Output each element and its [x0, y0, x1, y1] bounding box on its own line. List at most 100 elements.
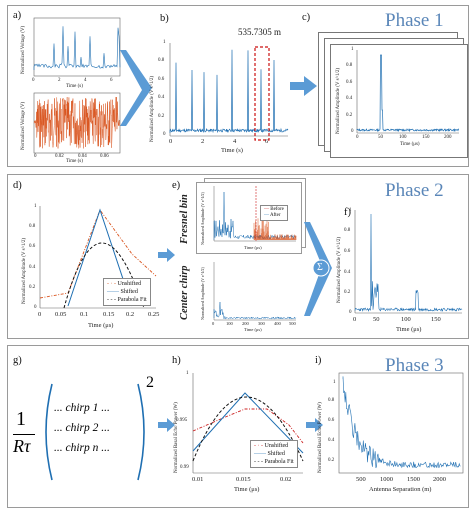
d-y5: 1 — [34, 204, 37, 209]
plot-e-top — [213, 186, 297, 242]
plot-i — [338, 372, 464, 474]
e-legend-after: — After — [264, 213, 281, 218]
phase1-title: Phase 1 — [385, 10, 444, 31]
d-x4: 0.2 — [126, 311, 135, 318]
b-y0: 0 — [163, 132, 166, 137]
e-bot-x0: 0 — [212, 321, 215, 326]
d-x5: 0.25 — [148, 311, 160, 318]
b-ylabel: Normalized Amplitude (V s^1/2) — [150, 76, 155, 142]
e-legend-before: — Before — [264, 207, 284, 212]
f-xlabel: Time (μs) — [396, 326, 422, 333]
b-xlabel: Time (s) — [221, 147, 243, 154]
h-y2: 1 — [186, 371, 189, 376]
i-x3: 2000 — [433, 476, 446, 483]
h-x1: 0.015 — [236, 476, 251, 483]
label-c: c) — [302, 12, 311, 23]
plot-c-front — [330, 44, 468, 158]
d-legend-shifted: —— Shifted — [107, 289, 138, 295]
d-series — [39, 208, 157, 309]
formula-row-2: ... chirp 2 ... — [54, 422, 110, 434]
c-x3: 150 — [422, 135, 430, 140]
plot-c — [356, 50, 460, 134]
d-ylabel: Normalized Amplitude (V s^1/2) — [22, 238, 27, 304]
f-x1: 50 — [373, 316, 380, 323]
e-top-x-label: Time (μs) — [244, 245, 262, 250]
e-bot-x5: 500 — [289, 321, 296, 326]
h-xlabel: Time (μs) — [234, 486, 260, 493]
f-y0: 0 — [349, 310, 352, 315]
i-y4: 1 — [333, 380, 336, 385]
c-y1: 0.2 — [346, 113, 353, 118]
f-y4: 0.8 — [344, 228, 351, 233]
fresnel-bin-label: Fresnel bin — [179, 194, 190, 244]
i-trace — [342, 376, 461, 469]
a-bot-x2: 0.04 — [78, 154, 87, 159]
label-d: d) — [13, 180, 22, 191]
b-highlight-box — [254, 46, 270, 141]
i-ylabel: Normalized Basal Echo Power (W) — [318, 402, 323, 473]
label-b: b) — [160, 13, 169, 24]
e-bot-x4: 400 — [274, 321, 281, 326]
formula-right-paren — [137, 383, 145, 481]
h-series — [192, 392, 304, 462]
c-xlabel: Time (μs) — [400, 142, 420, 147]
i-y0: 0.2 — [328, 458, 335, 463]
i-series — [342, 376, 461, 469]
sigma-symbol: Σ — [317, 262, 323, 273]
formula-row-3: ... chirp n ... — [54, 442, 110, 454]
f-ylabel: Normalized Amplitude (V s^1/2) — [337, 237, 342, 303]
label-e: e) — [172, 180, 181, 191]
i-y3: 0.8 — [328, 398, 335, 403]
plot-f — [354, 210, 463, 314]
arrow-d-to-e — [158, 248, 175, 262]
arrow-a-to-b — [120, 50, 152, 126]
arrow-sum — [304, 222, 332, 316]
d-xlabel: Time (μs) — [88, 322, 114, 329]
e-top-series — [213, 186, 297, 241]
a-top-x1: 2 — [58, 78, 61, 83]
d-legend: - · - Unshifted —— Shifted - - - Parabol… — [103, 278, 151, 306]
e-top-ylabel: Normalized Amplitude (V s^1/2) — [200, 192, 205, 245]
phase2-title: Phase 2 — [385, 180, 444, 201]
f-trace — [354, 213, 463, 312]
d-x3: 0.15 — [103, 311, 115, 318]
label-f: f) — [344, 207, 351, 218]
d-x0: 0 — [38, 311, 42, 318]
d-y2: 0.4 — [29, 265, 36, 270]
label-h: h) — [172, 355, 181, 366]
h-shifted — [192, 392, 304, 454]
h-y1: 0.995 — [176, 418, 188, 423]
b-y3: 0.6 — [158, 77, 165, 82]
c-y3: 0.6 — [346, 80, 353, 85]
a-top-trace — [33, 26, 121, 70]
a-bot-x0: 0 — [34, 154, 37, 159]
a-top-x2: 4 — [84, 78, 87, 83]
b-trace — [169, 49, 289, 134]
d-y0: 0 — [34, 305, 37, 310]
d-legend-parabola: - - - Parabola Fit — [107, 297, 147, 303]
d-x1: 0.05 — [55, 311, 67, 318]
f-y2: 0.4 — [344, 270, 351, 275]
b-x2: 4 — [233, 138, 237, 145]
b-x0: 0 — [169, 138, 173, 145]
h-ylabel: Normalized Basal Echo Power (W) — [174, 402, 179, 473]
c-trace — [356, 54, 460, 133]
h-x0: 0.01 — [192, 476, 204, 483]
a-bot-x1: 0.02 — [55, 154, 64, 159]
a-bot-series — [33, 96, 121, 149]
e-top-after — [253, 217, 297, 240]
a-top-x3: 6 — [110, 78, 113, 83]
c-y2: 0.4 — [346, 96, 353, 101]
d-shifted — [67, 208, 133, 307]
d-y4: 0.8 — [29, 224, 36, 229]
i-x1: 1000 — [380, 476, 393, 483]
c-y5: 1 — [351, 47, 354, 52]
label-g: g) — [13, 355, 22, 366]
e-bot-x2: 200 — [242, 321, 249, 326]
plot-b — [169, 43, 289, 141]
b-x1: 2 — [201, 138, 205, 145]
i-xlabel: Antenna Separation (m) — [369, 486, 432, 493]
i-x0: 500 — [356, 476, 366, 483]
i-y2: 0.6 — [328, 418, 335, 423]
e-bot-x1: 100 — [226, 321, 233, 326]
